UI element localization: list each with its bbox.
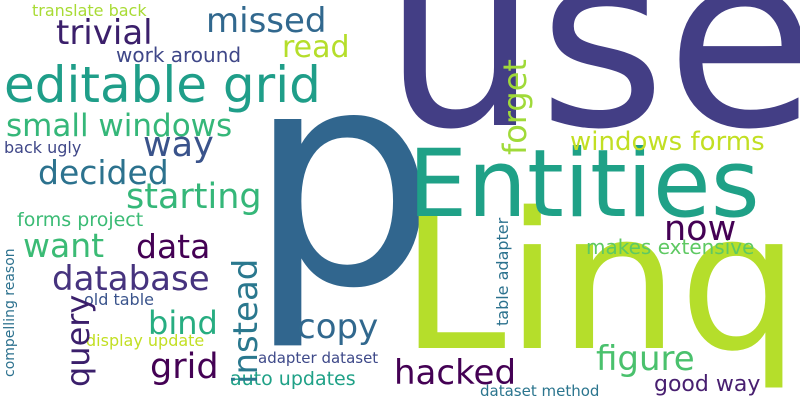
word-compelling-reason: compelling reason xyxy=(2,248,18,377)
word-editable-grid: editable grid xyxy=(4,56,321,114)
word-good-way: good way xyxy=(654,372,761,397)
word-data: data xyxy=(136,227,211,266)
word-read: read xyxy=(282,30,350,65)
word-old-table: old table xyxy=(84,290,154,309)
word-copy: copy xyxy=(297,307,379,347)
word-want: want xyxy=(23,226,105,265)
word-starting: starting xyxy=(126,177,262,217)
word-table-adapter: table adapter xyxy=(493,217,512,326)
word-makes-extensive: makes extensive xyxy=(586,235,755,259)
word-windows-forms: windows forms xyxy=(570,127,765,157)
word-grid: grid xyxy=(150,347,219,387)
word-p: p xyxy=(247,5,438,354)
word-trivial: trivial xyxy=(56,13,153,53)
word-small-windows: small windows xyxy=(6,108,233,144)
word-figure: figure xyxy=(596,339,695,379)
word-translate-back: translate back xyxy=(32,1,147,20)
word-entities: Entities xyxy=(408,130,760,239)
word-forget: forget xyxy=(496,59,534,155)
word-now: now xyxy=(664,209,737,249)
word-database: database xyxy=(52,259,210,299)
word-missed: missed xyxy=(206,1,327,41)
word-forms-project: forms project xyxy=(17,209,144,231)
word-dataset-method: dataset method xyxy=(480,382,600,400)
word-bind: bind xyxy=(148,304,218,342)
word-instead: instead xyxy=(226,258,266,384)
word-use: use xyxy=(383,0,800,183)
word-work-around: work around xyxy=(116,43,242,67)
word-way: way xyxy=(143,125,214,165)
word-query: query xyxy=(59,294,97,387)
word-decided: decided xyxy=(38,153,169,192)
word-adapter-dataset: adapter dataset xyxy=(258,349,379,367)
word-linq: Linq xyxy=(400,172,800,393)
word-back-ugly: back ugly xyxy=(4,138,82,157)
word-auto-updates: auto updates xyxy=(230,368,356,390)
word-hacked: hacked xyxy=(394,353,517,393)
word-display-update: display update xyxy=(86,331,205,350)
